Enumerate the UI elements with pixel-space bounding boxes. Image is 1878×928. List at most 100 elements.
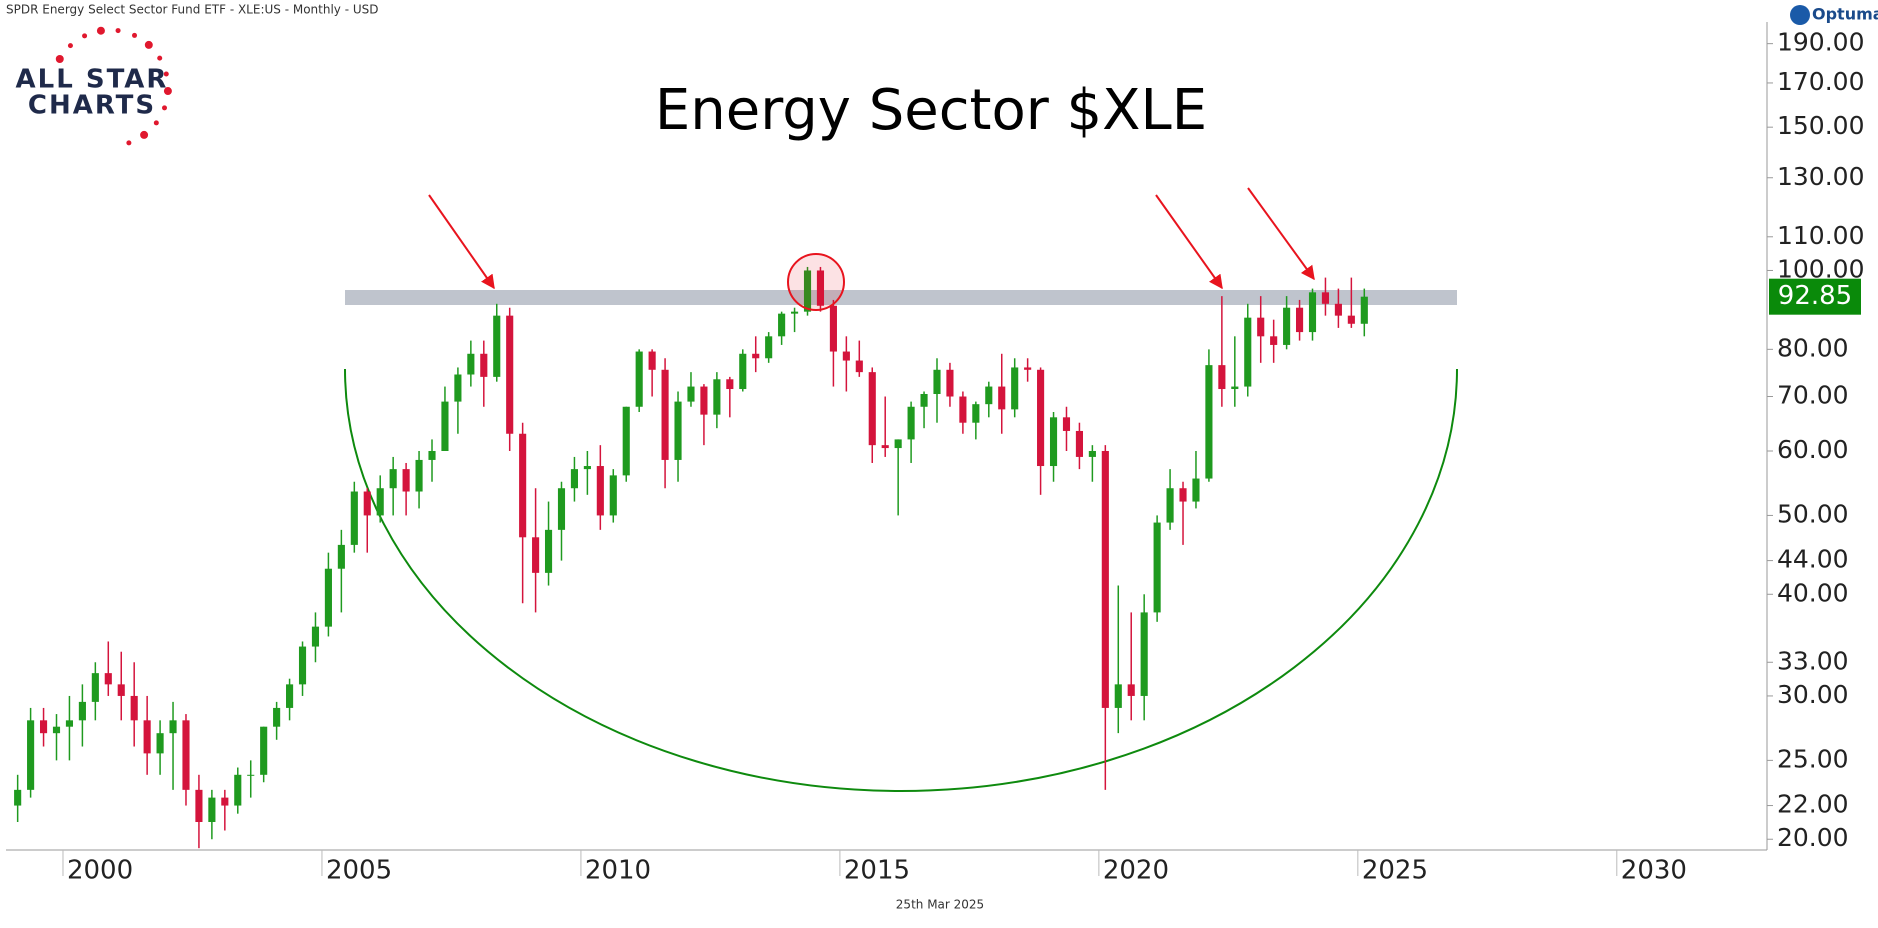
candle-body <box>1011 367 1019 410</box>
last-price-label: 92.85 <box>1778 281 1852 311</box>
candle-body <box>415 459 423 492</box>
brand-text: Optuma <box>1812 5 1878 24</box>
candle-body <box>1140 612 1148 696</box>
logo-star <box>96 26 105 35</box>
brand-icon <box>1790 5 1810 25</box>
candle-body <box>907 406 915 440</box>
candle-body <box>648 351 656 370</box>
candle-body <box>1283 307 1291 345</box>
candle-body <box>765 336 773 359</box>
candle-body <box>1321 292 1330 304</box>
logo-star <box>140 130 149 139</box>
candle-body <box>260 726 268 775</box>
candle-body <box>1049 417 1058 467</box>
y-tick-label: 80.00 <box>1777 333 1849 362</box>
candle-body <box>894 439 902 449</box>
candle-body <box>376 488 384 516</box>
candle-body <box>868 372 876 446</box>
candle-body <box>778 313 786 337</box>
candle-body <box>1127 684 1135 696</box>
logo-star <box>132 32 138 38</box>
candle-body <box>1218 365 1226 390</box>
candle-body <box>156 733 164 754</box>
candle-body <box>104 673 112 685</box>
logo-star <box>67 43 73 49</box>
candle-body <box>1270 336 1278 345</box>
candle-body <box>169 720 177 734</box>
logo-star <box>55 55 64 63</box>
candle-body <box>752 353 760 359</box>
date-label: 25th Mar 2025 <box>896 898 984 912</box>
candle-body <box>402 469 410 492</box>
y-tick-label: 170.00 <box>1777 67 1864 96</box>
logo-star <box>144 40 153 49</box>
candle-body <box>14 789 22 806</box>
candle-body <box>816 270 825 306</box>
base-arc <box>344 368 1458 792</box>
candle-body <box>1075 430 1083 457</box>
y-tick-label: 70.00 <box>1777 381 1849 410</box>
candle-body <box>687 386 695 402</box>
y-tick-label: 44.00 <box>1777 545 1849 574</box>
candle-body <box>700 386 708 415</box>
candle-body <box>1334 303 1342 316</box>
candle-body <box>1166 488 1174 523</box>
candle-body <box>1244 317 1252 387</box>
candle-body <box>998 386 1006 410</box>
candle-body <box>441 401 449 451</box>
candle-body <box>661 369 669 460</box>
candle-body <box>1360 296 1368 324</box>
logo-star <box>163 71 169 77</box>
candle-body <box>674 401 682 460</box>
candle-body <box>1101 450 1109 708</box>
logo-star <box>162 105 168 111</box>
candle-body <box>570 469 579 489</box>
y-tick-label: 150.00 <box>1777 111 1864 140</box>
candle-body <box>829 305 837 352</box>
candle-body <box>91 673 99 702</box>
y-tick-label: 40.00 <box>1777 578 1849 607</box>
logo-text: ALL STAR <box>16 65 169 95</box>
candle-body <box>195 789 203 822</box>
candle-body <box>985 386 993 405</box>
candle-body <box>1205 365 1213 479</box>
candle-body <box>78 701 86 721</box>
y-tick-label: 110.00 <box>1777 221 1864 250</box>
candle-body <box>532 537 540 573</box>
candle-body <box>1179 488 1187 502</box>
candle-body <box>1114 684 1122 708</box>
x-tick-label: 2000 <box>67 856 133 886</box>
candle-body <box>881 445 889 449</box>
candle-body <box>544 529 553 573</box>
chart-header: SPDR Energy Select Sector Fund ETF - XLE… <box>6 3 379 17</box>
candle-body <box>920 394 928 407</box>
candle-body <box>39 720 48 734</box>
candle-body <box>350 491 358 545</box>
candle-body <box>143 720 151 754</box>
candle-body <box>791 311 799 314</box>
candle-body <box>234 774 242 806</box>
candle-body <box>1153 522 1161 613</box>
logo-star <box>126 140 132 146</box>
candle-body <box>182 720 190 790</box>
candle-body <box>855 360 863 373</box>
x-tick-label: 2025 <box>1362 856 1428 886</box>
candle-body <box>622 406 630 476</box>
y-tick-label: 100.00 <box>1777 254 1864 283</box>
y-tick-label: 25.00 <box>1777 744 1849 773</box>
candle-body <box>1062 417 1071 431</box>
x-tick-label: 2010 <box>585 856 651 886</box>
candle-body <box>428 450 436 460</box>
candle-body <box>1088 450 1096 457</box>
candle-body <box>1347 315 1355 324</box>
y-tick-label: 30.00 <box>1777 680 1849 709</box>
annotation-arrow <box>1247 187 1315 281</box>
candle-body <box>1308 292 1317 333</box>
candle-body <box>506 315 514 434</box>
candle-body <box>972 404 980 423</box>
candle-body <box>557 488 566 530</box>
candle-body <box>726 379 734 390</box>
candle-body <box>933 369 941 395</box>
logo-star <box>153 120 159 126</box>
